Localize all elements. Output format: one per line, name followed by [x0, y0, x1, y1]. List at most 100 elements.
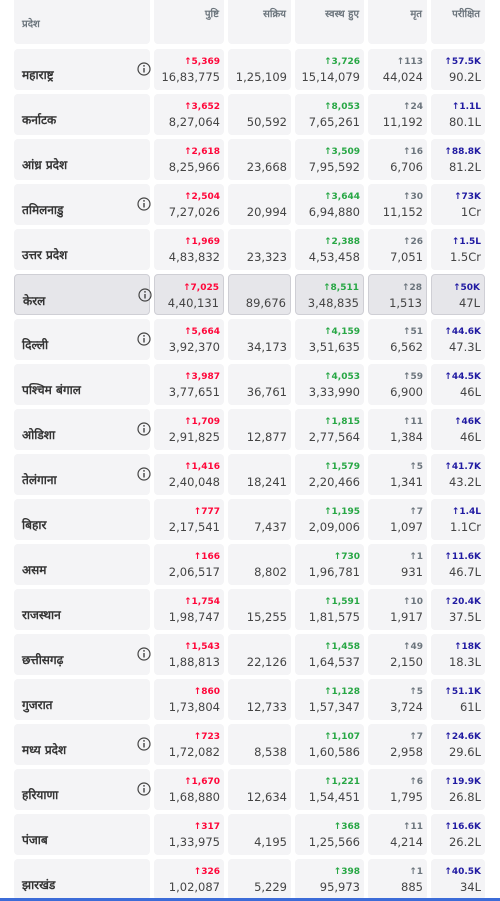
info-icon[interactable]: [137, 197, 151, 211]
deceased-total: 2,958: [390, 745, 423, 759]
tested-delta: 11.6K: [444, 552, 481, 562]
state-name: मध्य प्रदेश: [22, 743, 67, 757]
column-header: मृत: [368, 0, 427, 44]
info-icon[interactable]: [137, 62, 151, 76]
tested-total: 26.2L: [448, 835, 481, 849]
recovered-delta: 1,128: [324, 687, 360, 697]
state-name: ओडिशा: [22, 428, 56, 442]
tested-total: 1Cr: [460, 205, 481, 219]
state-cell: गुजरात: [14, 679, 150, 720]
info-icon[interactable]: [137, 782, 151, 796]
tested-delta: 57.5K: [444, 57, 481, 67]
tested-cell: 19.9K 26.8L: [431, 769, 485, 810]
recovered-cell: 1,458 1,64,537: [295, 634, 364, 675]
active-cell: 23,323: [228, 229, 291, 270]
state-name: दिल्ली: [22, 338, 49, 352]
deceased-total: 1,341: [390, 475, 423, 489]
state-name: पश्चिम बंगाल: [22, 383, 81, 397]
deceased-total: 6,562: [390, 340, 423, 354]
tested-total: 46L: [459, 385, 481, 399]
deceased-delta: 113: [397, 57, 423, 67]
confirmed-delta: 777: [194, 507, 220, 517]
column-header: सक्रिय: [228, 0, 291, 44]
confirmed-delta: 1,754: [184, 597, 220, 607]
recovered-cell: 2,388 4,53,458: [295, 229, 364, 270]
confirmed-delta: 2,504: [184, 192, 220, 202]
deceased-cell: 113 44,024: [368, 49, 427, 90]
active-cell: 12,634: [228, 769, 291, 810]
active-total: 8,538: [254, 745, 287, 759]
tested-cell: 11.6K 46.7L: [431, 544, 485, 585]
deceased-cell: 11 4,214: [368, 814, 427, 855]
active-total: 18,241: [246, 475, 287, 489]
tested-delta: 20.4K: [444, 597, 481, 607]
confirmed-total: 7,27,026: [168, 205, 220, 219]
confirmed-total: 3,77,651: [168, 385, 220, 399]
deceased-total: 7,051: [390, 250, 423, 264]
tested-cell: 44.5K 46L: [431, 364, 485, 405]
confirmed-cell: 777 2,17,541: [154, 499, 224, 540]
info-icon[interactable]: [137, 422, 151, 436]
info-icon[interactable]: [138, 288, 152, 302]
active-total: 50,592: [246, 115, 287, 129]
recovered-total: 7,95,592: [308, 160, 360, 174]
tested-delta: 18K: [454, 642, 482, 652]
active-total: 89,676: [245, 296, 286, 310]
deceased-total: 1,917: [390, 610, 423, 624]
recovered-delta: 3,726: [324, 57, 360, 67]
info-icon[interactable]: [137, 467, 151, 481]
active-cell: 36,761: [228, 364, 291, 405]
deceased-delta: 5: [409, 687, 423, 697]
state-cell: तमिलनाडु: [14, 184, 151, 225]
state-cell: हरियाणा: [14, 769, 151, 810]
confirmed-total: 1,33,975: [168, 835, 220, 849]
recovered-delta: 1,107: [324, 732, 360, 742]
deceased-delta: 59: [403, 372, 423, 382]
recovered-total: 1,64,537: [308, 655, 360, 669]
recovered-total: 7,65,261: [308, 115, 360, 129]
tested-total: 43.2L: [448, 475, 481, 489]
recovered-cell: 8,511 3,48,835: [295, 274, 364, 315]
deceased-cell: 7 2,958: [368, 724, 427, 765]
info-icon[interactable]: [137, 647, 151, 661]
state-cell: दिल्ली: [14, 319, 151, 360]
deceased-delta: 11: [403, 417, 423, 427]
active-total: 1,25,109: [235, 70, 287, 84]
deceased-delta: 26: [403, 237, 423, 247]
deceased-delta: 24: [403, 102, 423, 112]
state-cell: ओडिशा: [14, 409, 151, 450]
confirmed-cell: 3,987 3,77,651: [154, 364, 224, 405]
tested-total: 1.5Cr: [449, 250, 481, 264]
recovered-cell: 398 95,973: [295, 859, 364, 900]
confirmed-delta: 5,664: [184, 327, 220, 337]
tested-delta: 44.6K: [444, 327, 481, 337]
tested-total: 46L: [459, 430, 481, 444]
state-name: तमिलनाडु: [22, 203, 64, 217]
tested-cell: 41.7K 43.2L: [431, 454, 485, 495]
recovered-total: 15,14,079: [301, 70, 360, 84]
recovered-delta: 1,815: [324, 417, 360, 427]
deceased-cell: 10 1,917: [368, 589, 427, 630]
confirmed-cell: 1,709 2,91,825: [154, 409, 224, 450]
deceased-total: 1,795: [390, 790, 423, 804]
info-icon[interactable]: [137, 737, 151, 751]
deceased-total: 6,706: [390, 160, 423, 174]
state-name: केरल: [23, 294, 46, 308]
confirmed-total: 1,68,880: [168, 790, 220, 804]
recovered-cell: 3,509 7,95,592: [295, 139, 364, 180]
recovered-total: 1,60,586: [308, 745, 360, 759]
recovered-total: 1,96,781: [308, 565, 360, 579]
tested-delta: 19.9K: [444, 777, 481, 787]
deceased-delta: 10: [403, 597, 423, 607]
recovered-cell: 1,815 2,77,564: [295, 409, 364, 450]
deceased-total: 3,724: [390, 700, 423, 714]
active-cell: 4,195: [228, 814, 291, 855]
tested-cell: 20.4K 37.5L: [431, 589, 485, 630]
info-icon[interactable]: [137, 332, 151, 346]
confirmed-total: 2,91,825: [168, 430, 220, 444]
active-cell: 7,437: [228, 499, 291, 540]
state-cell: केरल: [14, 274, 152, 315]
